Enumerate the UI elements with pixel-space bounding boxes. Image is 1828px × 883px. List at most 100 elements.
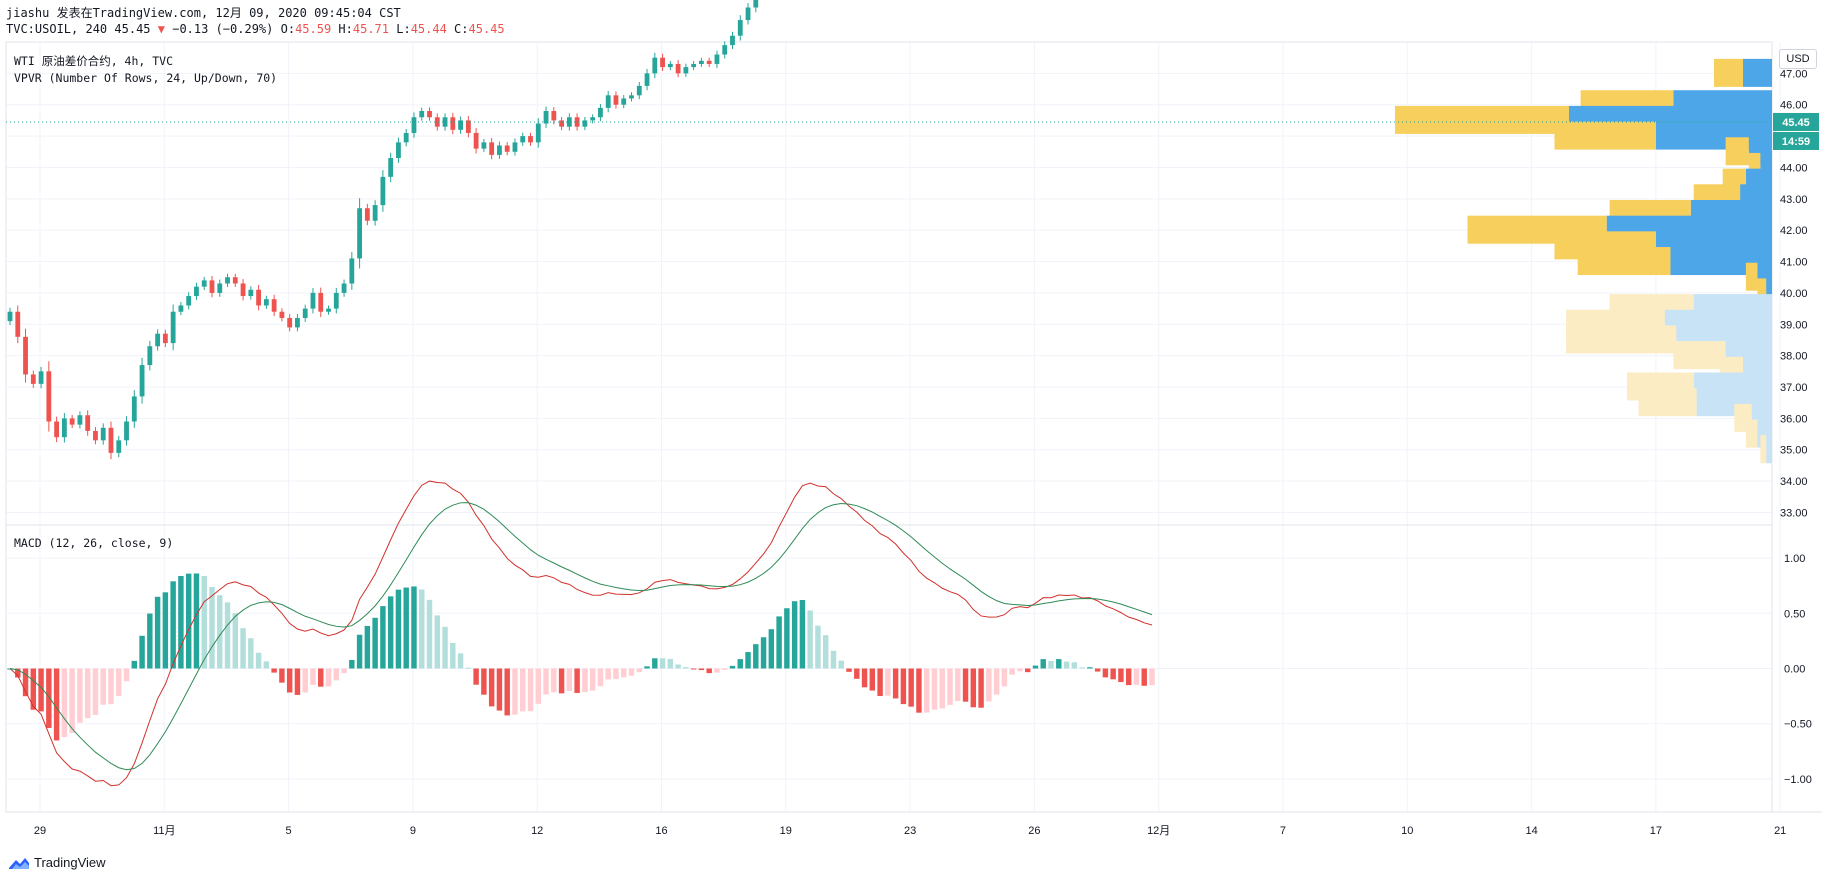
macd-histogram-bar bbox=[1118, 668, 1124, 683]
macd-histogram-bar bbox=[364, 625, 371, 669]
time-tick-label: 11月 bbox=[153, 825, 175, 837]
macd-histogram-bar bbox=[457, 653, 464, 669]
candle-body bbox=[209, 280, 215, 293]
macd-histogram-bar bbox=[185, 573, 192, 669]
candle-body bbox=[636, 85, 642, 96]
vp-up-bar bbox=[1766, 278, 1772, 307]
candle-body bbox=[256, 289, 262, 306]
macd-histogram-bar bbox=[753, 644, 759, 669]
candle-body bbox=[364, 208, 370, 221]
macd-histogram-bar bbox=[1048, 661, 1054, 669]
candle-body bbox=[737, 20, 743, 36]
macd-histogram-bar bbox=[621, 668, 627, 678]
macd-histogram-bar bbox=[815, 625, 821, 669]
macd-histogram-bar bbox=[92, 668, 99, 715]
candle-body bbox=[372, 205, 378, 221]
candle-body bbox=[61, 418, 67, 438]
candle-body bbox=[225, 277, 230, 284]
macd-histogram-bar bbox=[69, 668, 75, 733]
candle-body bbox=[473, 132, 479, 149]
macd-histogram-bar bbox=[667, 658, 674, 669]
candle-body bbox=[162, 333, 168, 344]
macd-histogram-bar bbox=[286, 668, 293, 693]
vp-down-bar bbox=[1554, 121, 1656, 150]
candle-body bbox=[302, 308, 308, 318]
candle-body bbox=[465, 120, 471, 133]
macd-histogram-bar bbox=[84, 668, 91, 719]
macd-histogram-bar bbox=[224, 602, 231, 669]
macd-histogram-bar bbox=[1056, 659, 1062, 669]
macd-histogram-bar bbox=[1087, 667, 1093, 669]
candle-body bbox=[574, 117, 580, 127]
candle-body bbox=[287, 318, 293, 328]
candle-body bbox=[450, 117, 456, 130]
macd-legend[interactable]: MACD (12, 26, close, 9) bbox=[14, 536, 174, 550]
last-price: 45.45 bbox=[114, 22, 151, 36]
vpvr-legend[interactable]: VPVR (Number Of Rows, 24, Up/Down, 70) bbox=[14, 71, 278, 85]
candle-body bbox=[186, 296, 192, 306]
vp-down-bar bbox=[1395, 105, 1569, 134]
candle-body bbox=[194, 286, 199, 297]
candle-body bbox=[489, 142, 495, 155]
candle-body bbox=[419, 111, 425, 118]
main-series-legend[interactable]: WTI 原油差价合约, 4h, TVC bbox=[14, 54, 174, 68]
macd-histogram-bar bbox=[1110, 668, 1116, 680]
macd-histogram-bar bbox=[465, 667, 472, 669]
macd-histogram-bar bbox=[30, 668, 37, 710]
macd-tick-label: 1.00 bbox=[1784, 553, 1805, 565]
macd-histogram-bar bbox=[450, 642, 456, 669]
time-tick-label: 16 bbox=[655, 825, 667, 837]
tradingview-brand[interactable]: TradingView bbox=[8, 855, 106, 870]
macd-tick-label: −0.50 bbox=[1784, 719, 1812, 731]
candle-body bbox=[566, 117, 572, 127]
macd-histogram-bar bbox=[900, 668, 907, 705]
candle-body bbox=[178, 305, 184, 312]
macd-histogram-bar bbox=[325, 668, 332, 687]
macd-histogram-bar bbox=[962, 668, 969, 702]
macd-histogram-bar bbox=[613, 668, 619, 680]
macd-histogram-bar bbox=[722, 668, 728, 670]
symbol-label: TVC:USOIL, 240 bbox=[6, 22, 108, 36]
macd-histogram-bar bbox=[22, 668, 29, 697]
candle-body bbox=[512, 142, 518, 152]
candle-body bbox=[481, 142, 487, 149]
macd-histogram-bar bbox=[1149, 668, 1155, 686]
candle-body bbox=[124, 421, 129, 441]
currency-badge[interactable]: USD bbox=[1779, 49, 1817, 69]
macd-histogram-bar bbox=[986, 668, 992, 702]
candle-body bbox=[520, 136, 526, 143]
macd-histogram-bar bbox=[854, 668, 860, 679]
candle-body bbox=[528, 136, 533, 143]
macd-histogram-bar bbox=[644, 666, 650, 669]
macd-tick-label: 0.50 bbox=[1784, 608, 1805, 620]
macd-histogram-bar bbox=[318, 668, 324, 687]
open-value: 45.59 bbox=[295, 22, 332, 36]
vp-down-bar bbox=[1745, 419, 1758, 448]
candle-body bbox=[691, 63, 697, 68]
macd-histogram-bar bbox=[908, 668, 914, 707]
candle-body bbox=[714, 54, 720, 64]
price-tick-label: 33.00 bbox=[1780, 507, 1808, 519]
candle-body bbox=[77, 415, 83, 425]
macd-histogram-bar bbox=[263, 661, 270, 669]
time-tick-label: 19 bbox=[780, 825, 792, 837]
time-tick-label: 12月 bbox=[1147, 825, 1170, 837]
candle-body bbox=[434, 117, 440, 127]
candle-body bbox=[326, 308, 331, 312]
macd-line bbox=[9, 480, 1153, 787]
candle-body bbox=[271, 299, 277, 312]
macd-histogram-bar bbox=[939, 668, 945, 709]
macd-histogram-bar bbox=[589, 668, 596, 691]
macd-histogram-bar bbox=[1125, 668, 1132, 686]
tradingview-logo-icon bbox=[9, 857, 29, 869]
candle-body bbox=[427, 111, 432, 118]
candle-body bbox=[652, 57, 658, 74]
countdown-tag bbox=[1773, 131, 1819, 150]
candle-body bbox=[341, 283, 347, 293]
candle-body bbox=[504, 145, 510, 152]
price-tick-label: 42.00 bbox=[1780, 225, 1808, 237]
macd-histogram-bar bbox=[791, 601, 798, 669]
macd-histogram-bar bbox=[947, 668, 953, 705]
candle-body bbox=[295, 318, 300, 328]
